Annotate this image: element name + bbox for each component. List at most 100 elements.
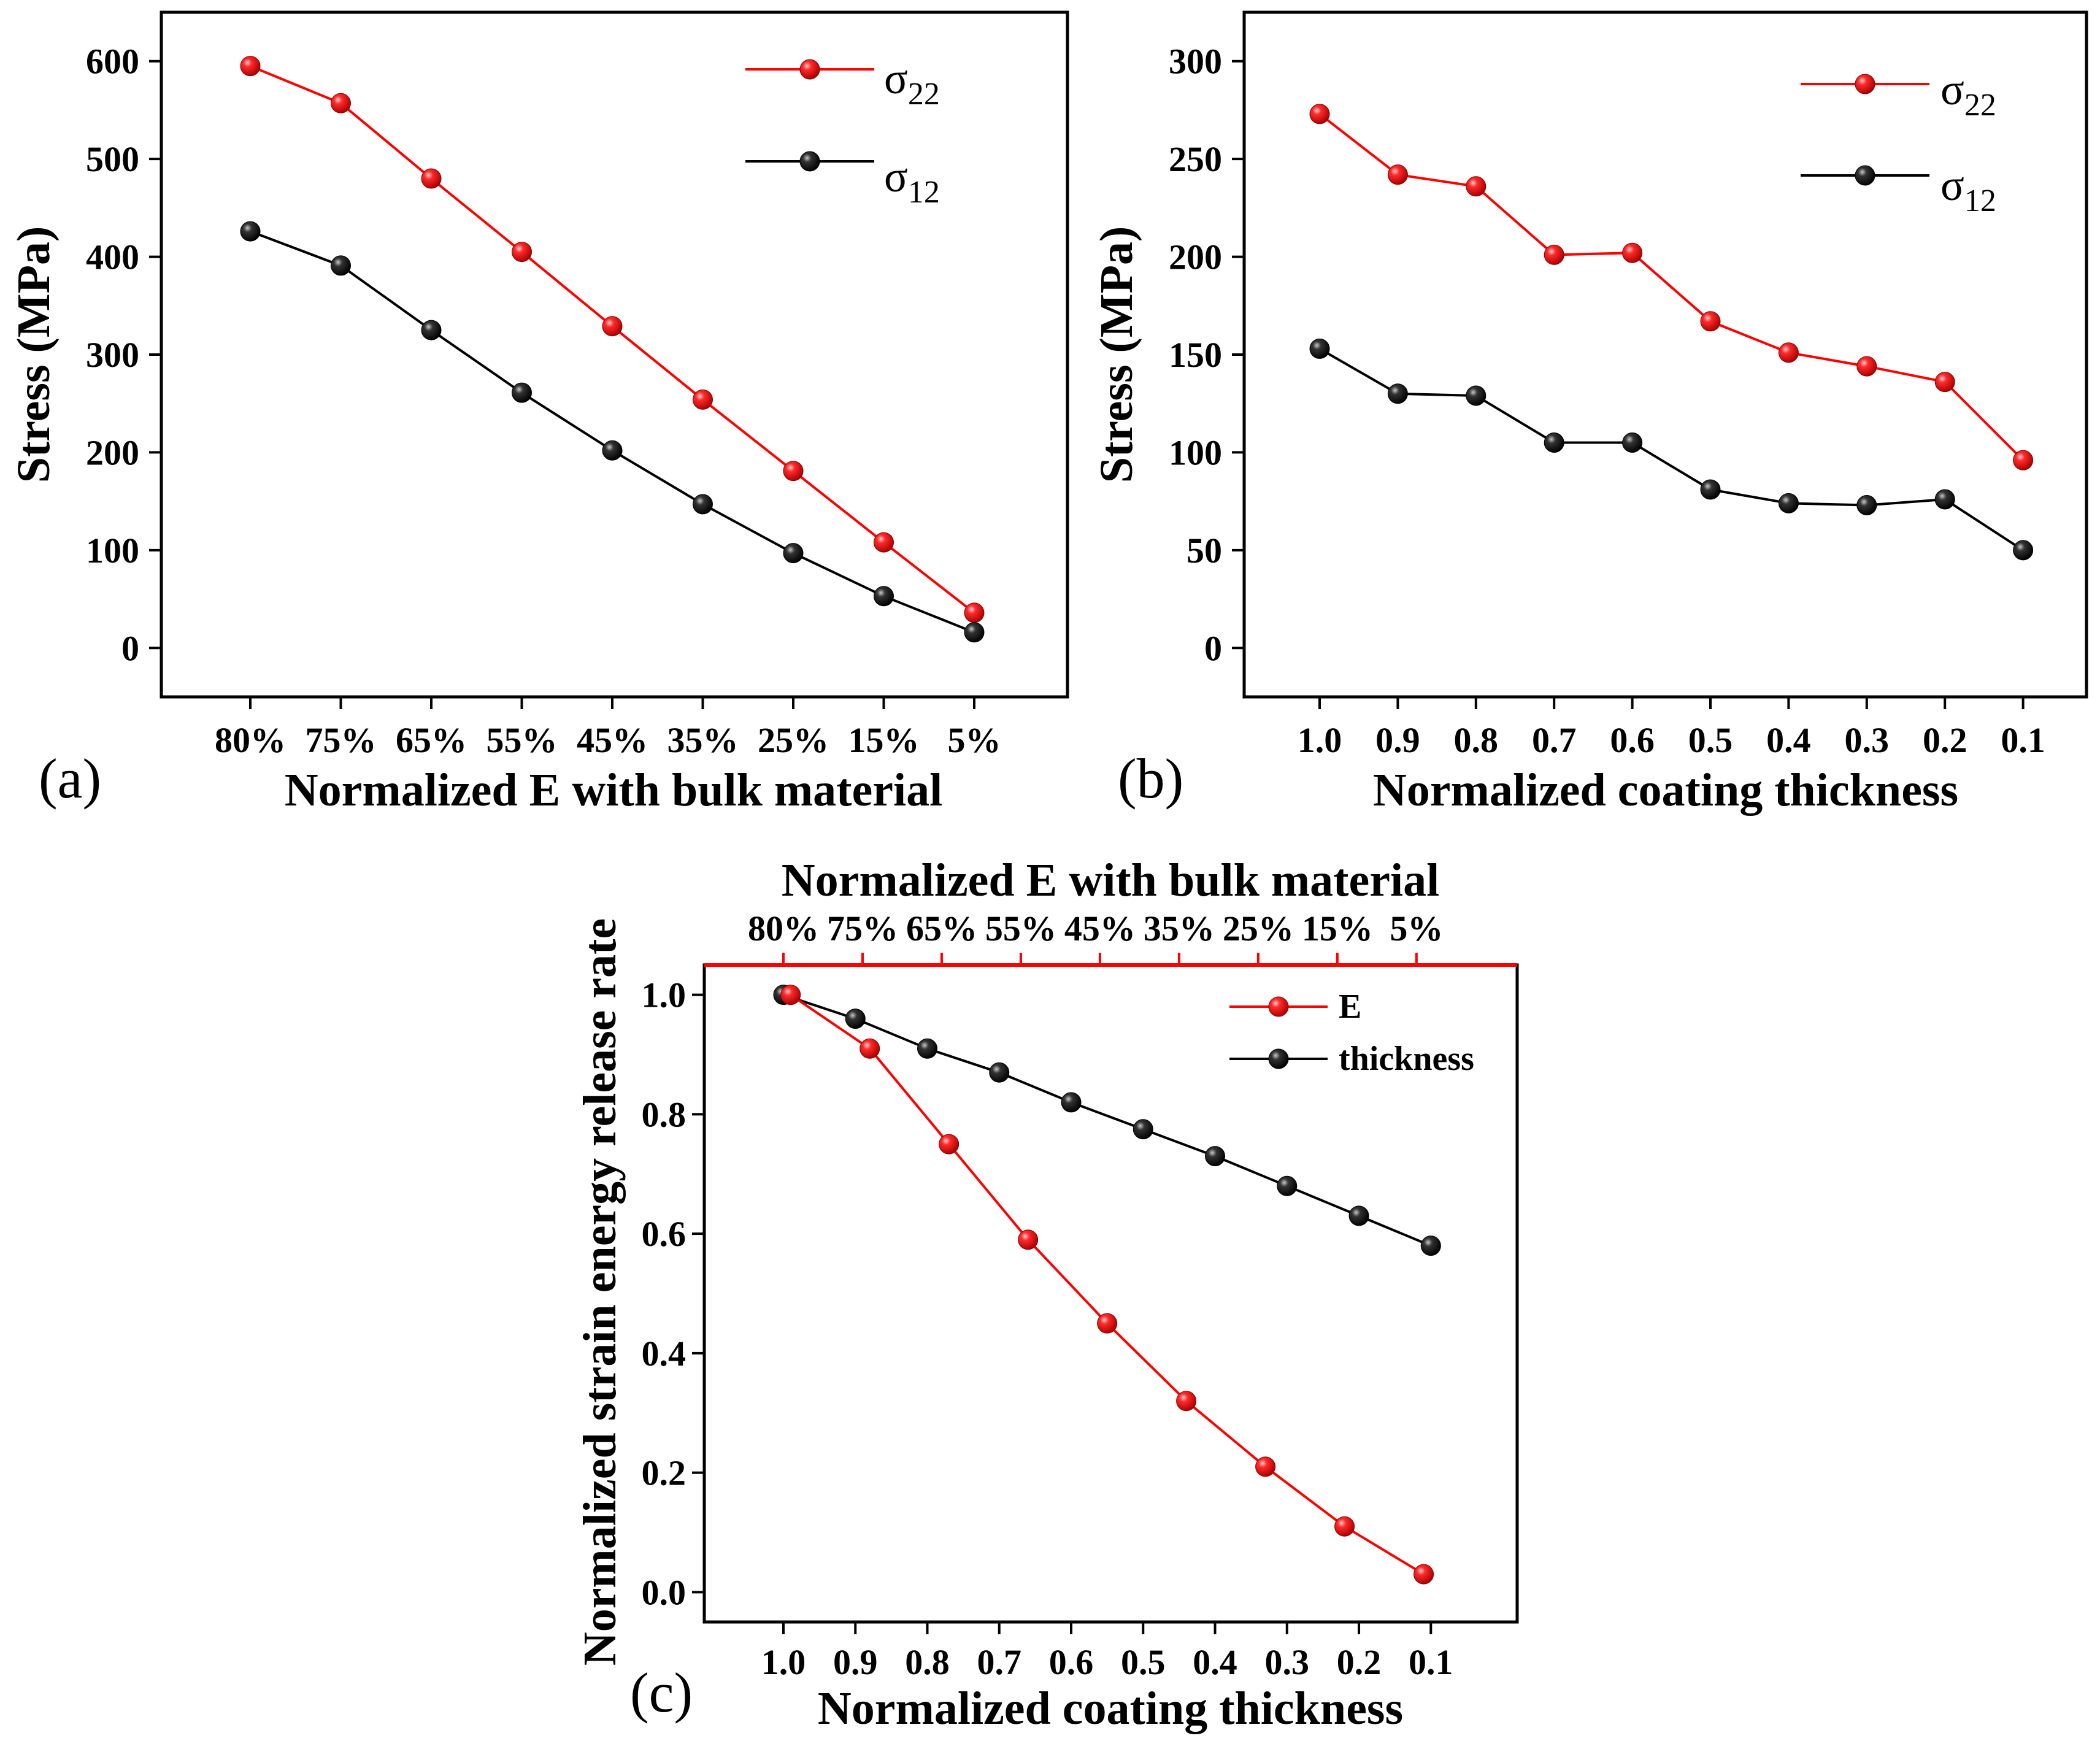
panel-label-a: (a) [39,747,101,810]
x-top-tick-label-c-6: 35% [1144,909,1215,948]
x-tick-label-b-4: 0.7 [1532,720,1577,760]
y-tick-label-c-3: 0.4 [642,1334,687,1374]
y-tick-label-b-2: 50 [1187,531,1222,571]
x-top-tick-label-c-3: 65% [906,909,977,948]
data-point-c-1-7 [1255,1456,1276,1477]
y-tick-label-c-5: 0.8 [642,1094,687,1134]
data-point-c-2-8 [1277,1175,1298,1196]
data-point-c-1-8 [1334,1516,1355,1537]
x-tick-label-a-4: 55% [487,720,558,760]
y-tick-label-c-4: 0.6 [642,1214,687,1254]
x-tick-label-a-1: 80% [215,720,286,760]
x-top-tick-label-c-8: 15% [1302,909,1373,948]
data-point-a-2-4 [512,382,532,403]
x-tick-label-a-7: 25% [758,720,829,760]
data-point-b-2-4 [1544,432,1564,453]
legend-marker-a-2 [799,151,820,172]
legend-label-b-2: σ12 [1940,161,1996,218]
x-tick-label-c-9: 0.2 [1337,1642,1382,1682]
x-tick-label-b-3: 0.8 [1454,720,1499,760]
y-tick-label-b-7: 300 [1169,42,1222,82]
x-axis-title-top-c: Normalized E with bulk material [782,855,1439,906]
y-tick-label-b-6: 250 [1169,139,1222,179]
y-axis-title-c: Normalized strain energy release rate [574,918,626,1666]
y-tick-label-a-3: 200 [86,432,139,472]
data-point-a-2-8 [874,586,894,607]
x-tick-label-c-4: 0.7 [977,1642,1022,1682]
y-tick-label-a-2: 100 [86,531,139,571]
x-tick-label-b-6: 0.5 [1688,720,1733,760]
panel-c: 0.0 0.2 0.4 0.6 0.8 1.0 1.0 0.9 0.8 0.7 0.6 0.5 0.4 0… [574,855,1519,1734]
x-axis-title-b: Normalized coating thickness [1373,764,1958,816]
data-point-a-2-5 [602,440,623,461]
data-point-b-2-5 [1622,432,1643,453]
data-point-c-2-10 [1420,1236,1441,1256]
data-point-a-2-7 [783,543,804,564]
data-point-b-2-10 [2013,540,2034,561]
x-axis-title-a: Normalized E with bulk material [285,764,942,816]
data-point-c-1-3 [939,1134,960,1155]
data-point-c-2-4 [989,1062,1010,1083]
x-top-tick-label-c-2: 75% [827,909,898,948]
series-line-a-2 [250,230,975,634]
data-point-a-1-8 [874,532,894,553]
legend-marker-b-1 [1855,74,1875,94]
data-point-b-2-6 [1700,479,1721,500]
data-point-b-1-6 [1700,311,1721,332]
legend-label-c-1: E [1339,988,1361,1026]
x-tick-label-b-7: 0.4 [1766,720,1811,760]
legend-a: σ22 σ12 [745,54,940,210]
x-tick-label-a-6: 35% [667,720,739,760]
legend-marker-c-2 [1268,1048,1289,1069]
y-tick-label-a-1: 0 [121,628,139,668]
x-tick-label-c-3: 0.8 [905,1642,950,1682]
legend-marker-a-1 [799,59,820,80]
data-point-a-1-6 [693,389,713,410]
data-point-a-1-9 [964,602,985,623]
y-tick-label-a-5: 400 [86,237,139,277]
panel-a: 0 100 200 300 400 500 600 80% 75% 65% 55% 45% 35% 25%… [8,10,1069,816]
legend-label-a-1: σ22 [884,54,940,112]
data-point-b-2-8 [1856,495,1877,516]
data-point-a-2-1 [240,221,261,242]
data-point-b-1-1 [1309,104,1330,125]
y-axis-title-a: Stress (MPa) [8,226,60,483]
data-point-a-2-6 [693,494,713,515]
data-point-b-1-10 [2013,450,2034,471]
data-point-b-1-4 [1544,244,1564,265]
data-point-a-1-1 [240,56,261,77]
data-point-c-1-1 [780,985,801,1005]
y-tick-label-c-6: 1.0 [642,975,687,1015]
x-tick-label-a-3: 65% [396,720,467,760]
series-line-c-2 [783,993,1432,1247]
x-tick-label-c-8: 0.3 [1265,1642,1310,1682]
data-point-c-2-3 [917,1038,937,1059]
series-line-b-1 [1318,113,2025,461]
data-point-b-1-5 [1622,242,1643,263]
data-point-b-1-2 [1387,164,1408,185]
data-point-a-1-7 [783,461,804,482]
data-point-c-2-6 [1133,1119,1153,1140]
plot-frame-b [1242,10,2088,699]
x-axis-title-c: Normalized coating thickness [818,1683,1403,1734]
data-point-b-1-7 [1778,342,1799,363]
y-tick-label-a-6: 500 [86,139,139,179]
data-point-b-1-9 [1934,372,1955,393]
data-point-b-2-3 [1466,385,1487,406]
x-tick-label-c-5: 0.6 [1049,1642,1094,1682]
x-tick-label-a-5: 45% [577,720,648,760]
x-tick-label-c-7: 0.4 [1193,1642,1237,1682]
legend-marker-b-2 [1855,165,1875,186]
y-tick-label-b-4: 150 [1169,335,1222,375]
x-tick-label-c-2: 0.9 [833,1642,878,1682]
y-tick-label-c-1: 0.0 [642,1572,687,1612]
data-point-a-2-9 [964,622,985,643]
x-tick-label-a-8: 15% [848,720,920,760]
data-point-b-2-1 [1309,338,1330,359]
x-tick-label-b-9: 0.2 [1923,720,1967,760]
x-tick-label-c-1: 1.0 [761,1642,806,1682]
data-point-b-2-7 [1778,493,1799,513]
legend-label-a-2: σ12 [884,152,940,210]
plot-frame-a [160,10,1069,699]
